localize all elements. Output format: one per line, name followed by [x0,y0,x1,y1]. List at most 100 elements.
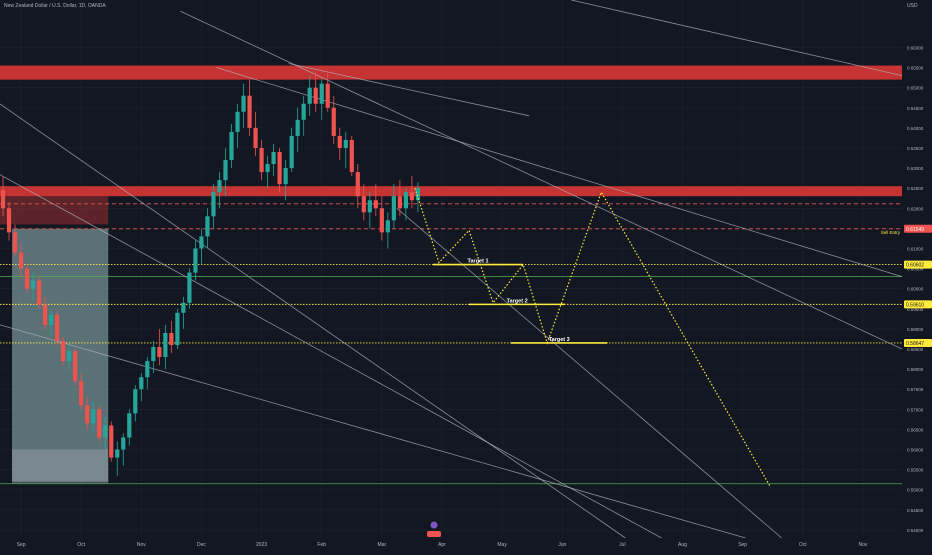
candle-body[interactable] [337,135,342,148]
candle-body[interactable] [355,172,360,197]
trend-line [571,0,903,76]
candle-body[interactable] [115,449,120,458]
price-label-text: 0.60602 [906,263,924,269]
candle-body[interactable] [61,340,66,362]
candle-body[interactable] [253,127,258,148]
candle-body[interactable] [97,409,102,438]
candle-body[interactable] [367,200,372,213]
candle-body[interactable] [205,216,210,237]
candle-body[interactable] [133,389,138,414]
candle-body[interactable] [121,437,126,450]
candle-body[interactable] [145,361,150,378]
candle-body[interactable] [157,347,162,358]
time-axis-tick: Oct [799,542,807,548]
time-axis [0,538,932,550]
time-axis-tick: Jul [619,542,625,548]
candle-body[interactable] [307,87,312,104]
candle-body[interactable] [277,151,282,185]
candle-body[interactable] [73,351,78,382]
candle-body[interactable] [301,103,306,120]
long-stop-zone [12,449,109,484]
candle-body[interactable] [349,139,354,173]
candle-body[interactable] [127,413,132,438]
candle-body[interactable] [187,272,192,303]
candle-body[interactable] [373,200,378,209]
price-label-box [904,260,932,269]
candle-body[interactable] [295,119,300,136]
candle-body[interactable] [343,139,348,148]
price-axis-tick: 0.63000 [907,166,924,171]
candle-body[interactable] [163,332,168,358]
candle-body[interactable] [103,425,108,438]
candle-body[interactable] [49,314,54,325]
candle-body[interactable] [271,151,276,165]
candle-body[interactable] [79,381,84,406]
candle-body[interactable] [85,405,90,424]
price-label-text: 0.59610 [906,302,924,308]
event-badge-icon[interactable] [427,531,441,537]
candle-body[interactable] [42,304,48,325]
price-axis-tick: 0.60000 [907,287,924,292]
candle-body[interactable] [0,190,6,209]
candle-body[interactable] [12,232,18,253]
time-axis-tick: May [497,542,507,548]
candle-body[interactable] [175,312,180,345]
candle-body[interactable] [139,377,144,390]
candle-body[interactable] [241,95,246,112]
candle-body[interactable] [55,314,60,341]
price-axis-tick: 0.54500 [907,508,924,513]
trend-line [0,324,746,539]
alert-icon[interactable] [430,521,438,529]
candle-body[interactable] [217,180,222,193]
candle-body[interactable] [415,188,421,201]
candle-body[interactable] [151,347,156,362]
candle-body[interactable] [265,164,270,173]
candle-body[interactable] [325,83,330,108]
candle-body[interactable] [199,236,204,249]
candle-body[interactable] [18,252,24,269]
candle-body[interactable] [24,268,30,289]
candle-body[interactable] [259,147,264,173]
price-axis-tick: 0.62500 [907,186,924,191]
candle-body[interactable] [235,111,240,132]
time-axis-tick: Sep [17,542,26,548]
candle-body[interactable] [67,351,72,362]
candle-body[interactable] [397,196,402,209]
candle-body[interactable] [169,332,174,345]
candle-body[interactable] [91,409,96,424]
candle-body[interactable] [247,95,252,128]
resistance-zone [0,186,902,197]
candle-body[interactable] [6,208,12,233]
price-axis-tick: 0.62000 [907,206,924,211]
candle-body[interactable] [319,83,324,104]
candle-body[interactable] [385,220,390,233]
time-axis-tick: Nov [137,542,146,548]
candle-body[interactable] [409,192,415,201]
candle-body[interactable] [391,196,396,221]
candle-body[interactable] [36,280,42,305]
price-axis-tick: 0.60500 [907,267,924,272]
candle-body[interactable] [211,192,216,217]
candle-body[interactable] [30,280,36,289]
candle-body[interactable] [109,425,114,458]
candle-body[interactable] [229,131,234,161]
candle-body[interactable] [193,248,198,273]
price-label-text: 0.58647 [906,341,924,347]
price-axis-tick: 0.61000 [907,246,924,251]
candle-body[interactable] [283,168,288,185]
candle-body[interactable] [361,196,366,213]
sell-entry-label: Sell Entry [881,230,901,235]
candle-body[interactable] [379,208,384,233]
candle-body[interactable] [403,192,409,209]
time-axis-tick: Feb [317,542,326,548]
candle-body[interactable] [313,87,318,104]
price-axis-tick: 0.55500 [907,468,924,473]
target-label-1: Target 1 [468,259,489,265]
candle-body[interactable] [289,135,294,169]
candle-body[interactable] [181,302,186,313]
time-axis-tick: Nov [858,542,867,548]
candle-body[interactable] [331,107,336,136]
candle-body[interactable] [223,160,228,181]
price-axis-tick: 0.64500 [907,106,924,111]
